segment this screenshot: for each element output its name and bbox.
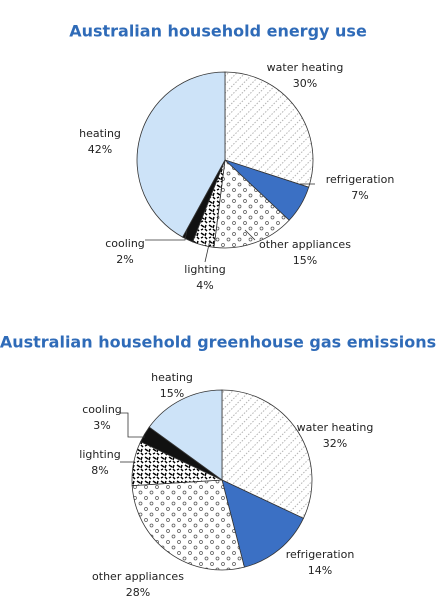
slice-label: lighting: [184, 263, 225, 276]
value-label: 4%: [196, 279, 213, 292]
slice-label: water heating: [297, 421, 374, 434]
value-label: 15%: [160, 387, 184, 400]
value-label: 30%: [293, 77, 317, 90]
slice-label: other appliances: [259, 238, 351, 251]
value-label: 32%: [323, 437, 347, 450]
slice-label: other appliances: [92, 570, 184, 583]
slice-label: cooling: [82, 403, 122, 416]
chart-title: Australian household greenhouse gas emis…: [0, 333, 436, 352]
slice-label: heating: [79, 127, 121, 140]
pie-slice: [221, 389, 313, 519]
pie-slice: [213, 159, 290, 249]
slice-label: heating: [151, 371, 193, 384]
slice-label: refrigeration: [286, 548, 355, 561]
pie-slice: [148, 389, 223, 481]
pie-slice: [136, 71, 226, 238]
slice-label: water heating: [267, 61, 344, 74]
slice-label: cooling: [105, 237, 145, 250]
value-label: 14%: [308, 564, 332, 577]
value-label: 7%: [351, 189, 368, 202]
chart-title: Australian household energy use: [69, 22, 367, 41]
value-label: 3%: [93, 419, 110, 432]
pie-slice: [221, 479, 304, 568]
leader-line: [145, 229, 188, 241]
slice-label: lighting: [79, 448, 120, 461]
value-label: 15%: [293, 254, 317, 267]
value-label: 42%: [88, 143, 112, 156]
pie-slice: [224, 71, 314, 188]
value-label: 2%: [116, 253, 133, 266]
value-label: 28%: [126, 586, 150, 599]
leader-line: [204, 239, 211, 263]
value-label: 8%: [91, 464, 108, 477]
leader-line: [244, 229, 256, 241]
pie-slice: [131, 479, 245, 571]
slice-label: refrigeration: [326, 173, 395, 186]
leader-line: [120, 412, 145, 438]
